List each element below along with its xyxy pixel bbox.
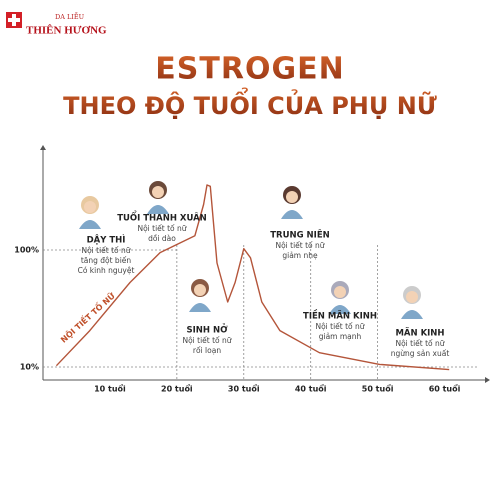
stage-text: tăng đột biến [81, 256, 132, 265]
x-tick-label: 40 tuổi [295, 383, 327, 394]
figure-face [84, 201, 96, 213]
figure-body [281, 210, 303, 219]
logo: DA LIỄU THIÊN HƯƠNG [6, 11, 107, 37]
y-tick-label: 10% [20, 363, 39, 372]
stage-text: rối loạn [193, 346, 221, 355]
figure-face [334, 286, 346, 298]
figure-face [406, 291, 418, 303]
x-axis-arrow [485, 377, 490, 383]
stage-title: DẬY THÌ [87, 234, 126, 246]
y-axis-arrow [40, 145, 46, 150]
figure-body [79, 220, 101, 229]
stage-text: dồi dào [148, 234, 176, 243]
x-tick-label: 30 tuổi [228, 383, 260, 394]
x-tick-label: 60 tuổi [429, 383, 461, 394]
stage-title: TRUNG NIÊN [270, 229, 330, 241]
figure-face [152, 186, 164, 198]
stage-text: giảm mạnh [319, 332, 362, 341]
stage-title: TIỀN MÃN KINH [303, 309, 377, 322]
figure-body [401, 310, 423, 319]
stage-text: Có kinh nguyệt [78, 266, 135, 275]
chart-title: ESTROGEN [155, 52, 344, 87]
logo-name: THIÊN HƯƠNG [26, 25, 107, 37]
logo-top: DA LIỄU [55, 11, 85, 21]
stage-title: SINH NỞ [186, 323, 228, 336]
stage-text: giảm nhẹ [282, 251, 318, 260]
stage-text: Nội tiết tố nữ [395, 339, 445, 348]
logo-cross [8, 18, 20, 22]
stage-title: TUỔI THANH XUÂN [117, 211, 207, 224]
stage-text: Nội tiết tố nữ [182, 336, 232, 345]
stage-text: ngừng sản xuất [391, 349, 450, 358]
x-tick-label: 10 tuổi [94, 383, 126, 394]
figure-body [147, 205, 169, 214]
stage-text: Nội tiết tố nữ [315, 322, 365, 331]
line [55, 184, 450, 371]
x-tick-label: 20 tuổi [161, 383, 193, 394]
figure-face [194, 284, 206, 296]
stage-text: Nội tiết tố nữ [81, 246, 131, 255]
figure-body [189, 303, 211, 312]
chart-subtitle: THEO ĐỘ TUỔI CỦA PHỤ NỮ [63, 85, 437, 120]
stage-text: Nội tiết tố nữ [275, 241, 325, 250]
figure-face [286, 191, 298, 203]
stage-title: MÃN KINH [395, 328, 444, 339]
curve-label: NỘI TIẾT TỐ NỮ [57, 289, 117, 345]
stage-text: Nội tiết tố nữ [137, 224, 187, 233]
y-tick-label: 100% [14, 246, 39, 255]
figure-body [329, 305, 351, 314]
x-tick-label: 50 tuổi [362, 383, 394, 394]
